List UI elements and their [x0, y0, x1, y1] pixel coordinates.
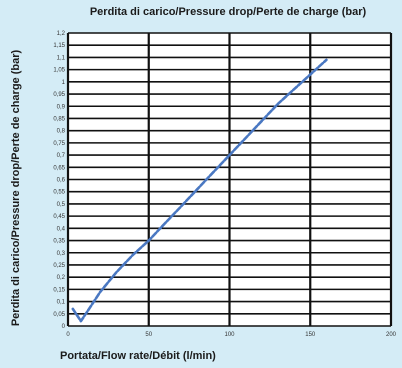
y-tick-label: 0,55	[53, 190, 65, 196]
y-tick-label: 0,4	[57, 226, 66, 232]
grid	[66, 32, 393, 327]
x-tick-label: 100	[224, 332, 235, 338]
data-point	[115, 271, 118, 274]
y-tick-label: 0,35	[53, 239, 65, 245]
y-tick-label: 1,1	[57, 55, 66, 61]
y-tick-label: 0,85	[53, 116, 65, 122]
data-point	[244, 137, 247, 139]
y-tick-label: 1,15	[53, 43, 65, 49]
y-tick-label: 0,05	[53, 312, 65, 318]
data-point	[80, 320, 82, 322]
x-axis-label: Portata/Flow rate/Débit (l/min)	[60, 350, 216, 362]
y-tick-label: 0	[62, 324, 66, 330]
x-tick-label: 50	[145, 332, 152, 338]
data-point	[228, 154, 231, 157]
data-point	[212, 171, 215, 174]
data-point	[260, 120, 263, 122]
data-point	[309, 73, 312, 76]
x-tick-label: 200	[386, 332, 397, 338]
x-tick-label: 0	[66, 332, 70, 338]
x-tick-label: 150	[305, 332, 316, 338]
y-tick-label: 0,25	[53, 263, 65, 269]
y-tick-label: 0,2	[57, 275, 66, 281]
y-tick-label: 0,8	[57, 129, 66, 135]
y-tick-label: 0,3	[57, 251, 66, 257]
y-tick-label: 1,2	[57, 31, 66, 37]
series	[71, 58, 328, 323]
data-point	[293, 88, 295, 91]
series-line	[71, 58, 328, 323]
data-point	[147, 239, 150, 242]
data-point	[99, 290, 102, 293]
data-point	[164, 222, 166, 225]
data-point	[180, 205, 183, 208]
data-point	[325, 59, 328, 61]
y-tick-label: 0,1	[57, 300, 66, 306]
tick-labels: 0 0,05 0,1 0,15 0,2 0,25 0,3 0,35 0,4 0,45 0,5 0,55…	[53, 31, 396, 338]
data-point	[131, 254, 134, 257]
y-tick-label: 0,7	[57, 153, 66, 159]
y-tick-label: 0,45	[53, 214, 65, 220]
chart-title: Perdita di carico/Pressure drop/Perte de…	[89, 6, 367, 18]
data-point	[71, 308, 74, 310]
y-tick-label: 1	[62, 80, 66, 86]
y-tick-label: 0,65	[53, 165, 65, 171]
y-tick-label: 0,9	[57, 104, 66, 110]
y-tick-label: 1,05	[53, 68, 65, 74]
y-tick-label: 0,5	[57, 202, 66, 208]
y-tick-label: 0,75	[53, 141, 65, 147]
y-tick-label: 0,95	[53, 92, 65, 98]
data-point	[277, 102, 279, 105]
data-point	[196, 188, 199, 191]
y-tick-label: 0,6	[57, 178, 66, 184]
data-point	[86, 310, 89, 313]
y-tick-label: 0,15	[53, 287, 65, 293]
